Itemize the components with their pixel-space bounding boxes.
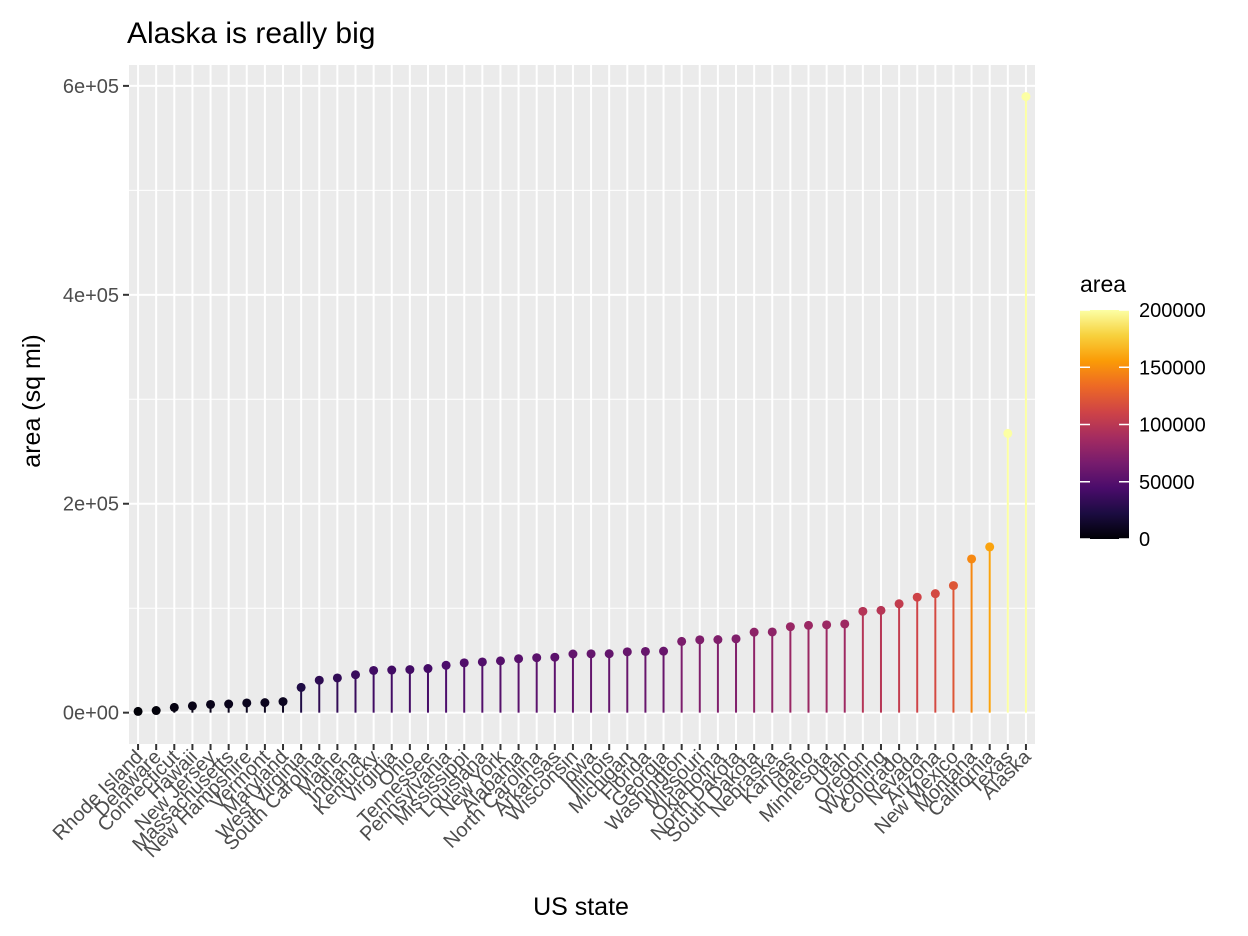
lollipop-point [930, 589, 940, 599]
legend-label: 0 [1139, 529, 1150, 551]
lollipop-point [514, 654, 524, 664]
lollipop-point [260, 698, 270, 708]
plot-panel [129, 65, 1035, 744]
lollipop-point [423, 664, 433, 674]
lollipop-point [568, 649, 578, 659]
lollipop-point [967, 554, 977, 564]
lollipop-point [822, 620, 832, 630]
lollipop-point [477, 657, 487, 667]
lollipop-point [242, 698, 252, 708]
lollipop-point [985, 542, 995, 552]
lollipop-point [459, 658, 469, 668]
lollipop-point [622, 647, 632, 657]
lollipop-point [369, 665, 379, 675]
lollipop-point [351, 670, 360, 680]
lollipop-point [169, 702, 179, 712]
lollipop-point [206, 699, 216, 709]
panel-background [129, 65, 1035, 744]
lollipop-point [187, 701, 197, 711]
legend-label: 100000 [1139, 415, 1206, 437]
legend-ticks: 0 50000 100000 150000 200000 [1080, 300, 1206, 551]
lollipop-point [586, 649, 596, 659]
lollipop-point [133, 706, 143, 716]
lollipop-point [278, 697, 288, 707]
y-tick-label: 4e+05 [63, 285, 119, 307]
lollipop-point [1021, 92, 1031, 102]
lollipop-point [912, 592, 922, 602]
lollipop-point [314, 675, 324, 685]
lollipop-point [532, 653, 542, 663]
lollipop-point [387, 665, 397, 675]
lollipop-point [876, 605, 886, 615]
lollipop-point [677, 636, 687, 646]
lollipop-point [640, 646, 650, 656]
lollipop-point [785, 622, 795, 632]
lollipop-point [224, 699, 234, 709]
y-tick-label: 0e+00 [63, 703, 119, 725]
lollipop-point [151, 706, 161, 716]
color-legend: area 0 50000 100000 150000 200000 [1080, 271, 1206, 551]
lollipop-point [731, 634, 741, 644]
legend-label: 200000 [1139, 300, 1206, 322]
lollipop-point [332, 673, 342, 683]
y-axis-title: area (sq mi) [18, 334, 46, 467]
legend-label: 50000 [1139, 472, 1195, 494]
y-tick-label: 2e+05 [63, 494, 119, 516]
y-axis: 0e+00 2e+05 4e+05 6e+05 [63, 76, 129, 725]
lollipop-point [550, 652, 560, 662]
lollipop-point [767, 627, 777, 637]
data-marks [133, 92, 1031, 716]
lollipop-point [695, 635, 705, 645]
lollipop-point [749, 627, 759, 637]
lollipop-point [441, 660, 451, 670]
chart-title: Alaska is really big [127, 17, 375, 50]
lollipop-point [604, 649, 614, 659]
lollipop-point [804, 620, 813, 630]
x-axis: Rhode IslandDelawareConnecticutHawaiiNew… [49, 744, 1036, 862]
lollipop-point [840, 619, 850, 629]
lollipop-point [495, 656, 505, 666]
lollipop-point [296, 682, 306, 692]
lollipop-point [713, 635, 723, 645]
y-tick-label: 6e+05 [63, 76, 119, 98]
legend-label: 150000 [1139, 357, 1206, 379]
lollipop-point [858, 606, 868, 616]
x-axis-title: US state [533, 893, 629, 921]
lollipop-point [894, 599, 904, 609]
legend-title: area [1080, 271, 1126, 297]
lollipop-point [659, 646, 669, 656]
lollipop-point [405, 665, 415, 675]
lollipop-point [948, 581, 958, 591]
lollipop-point [1003, 428, 1013, 438]
